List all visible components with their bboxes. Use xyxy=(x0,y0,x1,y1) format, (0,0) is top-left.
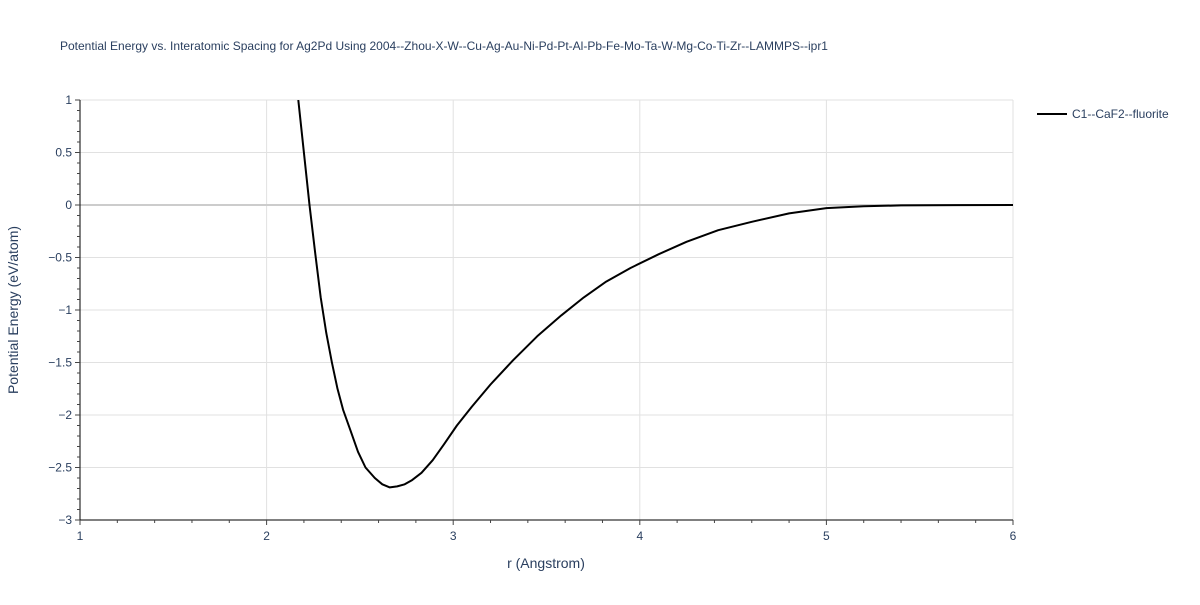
y-tick-label: −1 xyxy=(58,303,72,317)
chart-title: Potential Energy vs. Interatomic Spacing… xyxy=(60,39,828,53)
tick-labels: 1 2 3 4 5 6 1 0.5 0 −0.5 −1 −1.5 −2 −2.5 −3 xyxy=(48,93,1016,543)
x-tick-label: 2 xyxy=(263,529,270,543)
legend[interactable]: C1--CaF2--fluorite xyxy=(1037,107,1169,121)
y-tick-label: −0.5 xyxy=(48,251,72,265)
y-tick-label: 1 xyxy=(65,93,72,107)
x-tick-label: 6 xyxy=(1010,529,1017,543)
x-tick-label: 1 xyxy=(77,529,84,543)
x-tick-label: 5 xyxy=(823,529,830,543)
x-axis-label: r (Angstrom) xyxy=(507,555,585,571)
y-tick-label: −1.5 xyxy=(48,356,72,370)
x-tick-label: 4 xyxy=(636,529,643,543)
legend-item-label: C1--CaF2--fluorite xyxy=(1072,107,1169,121)
y-tick-label: −3 xyxy=(58,513,72,527)
axes xyxy=(75,99,1014,525)
y-tick-label: 0.5 xyxy=(55,146,72,160)
y-axis-label: Potential Energy (eV/atom) xyxy=(5,226,21,394)
y-tick-label: 0 xyxy=(65,198,72,212)
grid xyxy=(80,99,1014,521)
y-tick-label: −2.5 xyxy=(48,461,72,475)
plot-area xyxy=(297,100,1013,489)
x-tick-label: 3 xyxy=(450,529,457,543)
y-tick-label: −2 xyxy=(58,408,72,422)
series-line[interactable] xyxy=(297,100,1013,489)
